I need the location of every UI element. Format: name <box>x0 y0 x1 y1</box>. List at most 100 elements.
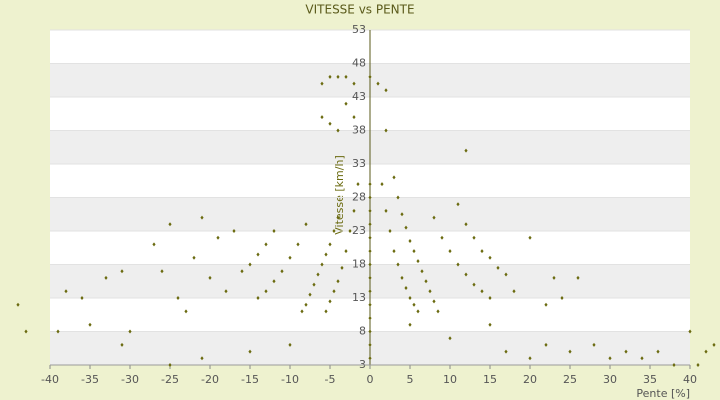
point <box>412 249 416 254</box>
point <box>412 302 416 307</box>
point <box>288 342 292 347</box>
point <box>368 316 372 321</box>
y-tick-label: 43 <box>352 90 366 103</box>
point <box>300 309 304 314</box>
point <box>368 208 372 213</box>
point <box>504 349 508 354</box>
point <box>332 229 336 233</box>
point <box>688 329 692 334</box>
x-tick-label: -15 <box>241 373 259 386</box>
point <box>368 289 372 294</box>
point <box>168 222 172 227</box>
point <box>456 262 460 267</box>
y-tick-label: 33 <box>352 157 366 170</box>
point <box>344 101 348 106</box>
point <box>368 195 372 200</box>
point <box>400 212 404 217</box>
y-axis-label: Vitesse [km/h] <box>333 155 346 235</box>
point <box>256 252 260 257</box>
x-tick-label: 5 <box>407 373 414 386</box>
point <box>368 275 372 280</box>
point <box>368 356 372 361</box>
point <box>436 309 440 314</box>
point <box>472 282 476 287</box>
point <box>544 342 548 347</box>
point <box>336 279 340 284</box>
point <box>240 269 244 274</box>
point <box>624 349 628 354</box>
point <box>344 74 348 79</box>
point <box>216 235 220 240</box>
point <box>420 269 424 274</box>
point <box>368 182 372 187</box>
point <box>376 81 380 86</box>
point <box>384 128 388 133</box>
point <box>248 262 252 267</box>
point <box>384 88 388 93</box>
x-tick-label: 15 <box>483 373 497 386</box>
y-tick-label: 38 <box>352 124 366 137</box>
point <box>368 249 372 254</box>
point <box>312 282 316 287</box>
point <box>456 202 460 207</box>
point <box>328 299 332 304</box>
point <box>560 296 564 300</box>
x-tick-label: -40 <box>41 373 59 386</box>
point <box>464 148 468 153</box>
point <box>264 289 268 294</box>
x-tick-label: -35 <box>81 373 99 386</box>
point <box>408 322 412 327</box>
point <box>256 296 260 300</box>
point <box>496 265 500 270</box>
point <box>352 208 356 213</box>
point <box>704 349 708 354</box>
y-tick-label: 13 <box>352 291 366 304</box>
point <box>288 255 292 260</box>
point <box>448 249 452 254</box>
point <box>592 342 596 347</box>
x-tick-label: 40 <box>683 373 697 386</box>
point <box>304 222 308 227</box>
y-tick-label: 53 <box>352 23 366 36</box>
point <box>656 349 660 354</box>
point <box>200 356 204 361</box>
point <box>232 229 236 233</box>
point <box>324 309 328 314</box>
x-tick-label: 10 <box>443 373 457 386</box>
point <box>408 239 412 244</box>
point <box>640 356 644 361</box>
point <box>448 336 452 341</box>
point <box>316 272 320 277</box>
y-tick-label: 8 <box>359 325 366 338</box>
point <box>488 296 492 300</box>
point <box>272 279 276 284</box>
point <box>352 81 356 86</box>
point <box>320 115 324 120</box>
point <box>128 329 132 334</box>
point <box>304 302 308 307</box>
point <box>368 329 372 334</box>
point <box>280 269 284 274</box>
point <box>396 262 400 267</box>
point <box>328 121 332 126</box>
point <box>332 289 336 294</box>
point <box>192 255 196 260</box>
point <box>368 302 372 307</box>
point <box>504 272 508 277</box>
x-axis-label: Pente [%] <box>636 387 690 400</box>
point <box>56 329 60 334</box>
y-tick-label: 23 <box>352 224 366 237</box>
point <box>16 302 20 307</box>
point <box>328 74 332 79</box>
point <box>392 175 396 180</box>
x-tick-label: 0 <box>367 373 374 386</box>
point <box>336 74 340 79</box>
y-tick-label: 28 <box>352 191 366 204</box>
x-tick-label: 20 <box>523 373 537 386</box>
point <box>464 272 468 277</box>
point <box>308 292 312 297</box>
point <box>672 363 676 367</box>
point <box>184 309 188 314</box>
x-tick-label: -30 <box>121 373 139 386</box>
